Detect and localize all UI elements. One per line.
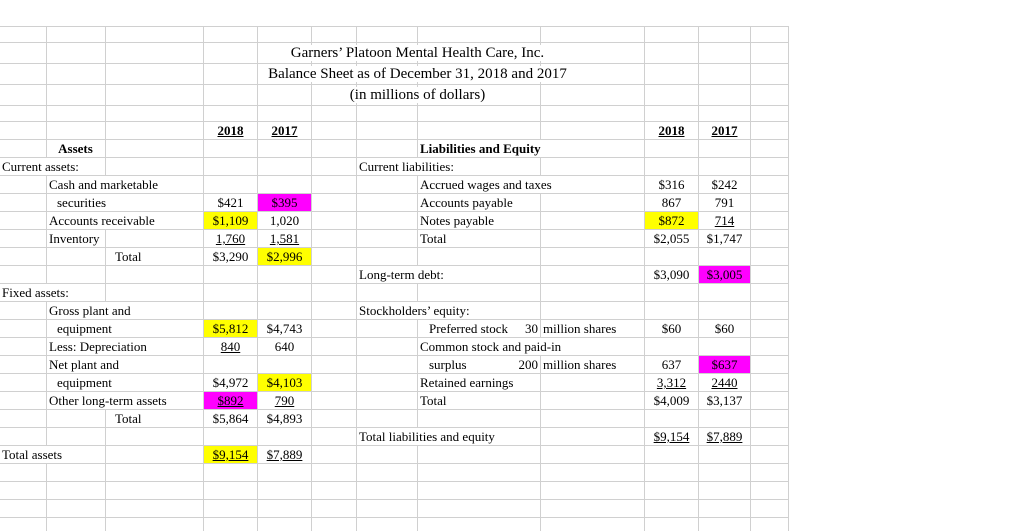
label-common-shares-unit: million shares <box>541 356 619 373</box>
label-equity-total: Total <box>418 392 449 409</box>
label-other-long-term-assets: Other long-term assets <box>47 392 169 409</box>
label-current-liabilities: Current liabilities: <box>357 158 456 175</box>
cell-inventory-2018[interactable]: 1,760 <box>215 231 246 246</box>
statement-title: Balance Sheet as of December 31, 2018 an… <box>46 64 789 84</box>
cell-net-plant-2017-highlighted[interactable]: $4,103 <box>258 374 311 391</box>
cell-preferred-2017[interactable]: $60 <box>714 321 735 336</box>
cell-long-term-debt-2018[interactable]: $3,090 <box>653 267 690 282</box>
label-inventory: Inventory <box>47 230 102 247</box>
col-header-2017-right[interactable]: 2017 <box>711 123 738 138</box>
col-header-2017-left[interactable]: 2017 <box>271 123 298 138</box>
label-fixed-assets-total: Total <box>113 410 144 427</box>
cell-retained-earnings-2018[interactable]: 3,312 <box>656 375 687 390</box>
cell-total-assets-2018-highlighted[interactable]: $9,154 <box>204 446 257 463</box>
cell-accrued-2017[interactable]: $242 <box>711 177 738 192</box>
cell-current-assets-total-2017-highlighted[interactable]: $2,996 <box>258 248 311 265</box>
cell-notes-payable-2017[interactable]: 714 <box>714 213 735 228</box>
cell-total-liabilities-equity-2018[interactable]: $9,154 <box>653 429 690 444</box>
cell-cash-2018[interactable]: $421 <box>217 195 244 210</box>
label-less-depreciation: Less: Depreciation <box>47 338 149 355</box>
label-common-stock-line1: Common stock and paid-in <box>418 338 564 355</box>
label-total-assets: Total assets <box>0 446 65 463</box>
label-cash-line2: securities <box>55 194 109 211</box>
cell-depreciation-2017[interactable]: 640 <box>274 339 295 354</box>
cell-gross-plant-2017[interactable]: $4,743 <box>266 321 303 336</box>
cell-fixed-assets-total-2018[interactable]: $5,864 <box>212 411 249 426</box>
cell-retained-earnings-2017[interactable]: 2440 <box>711 375 738 390</box>
cell-accounts-payable-2018[interactable]: 867 <box>661 195 682 210</box>
cell-notes-payable-2018-highlighted[interactable]: $872 <box>645 212 698 229</box>
label-net-plant-line1: Net plant and <box>47 356 122 373</box>
label-retained-earnings: Retained earnings <box>418 374 516 391</box>
label-notes-payable: Notes payable <box>418 212 497 229</box>
label-stockholders-equity: Stockholders’ equity: <box>357 302 472 319</box>
cell-long-term-debt-2017-highlighted[interactable]: $3,005 <box>699 266 750 283</box>
label-gross-plant-line1: Gross plant and <box>47 302 133 319</box>
cell-equity-total-2018[interactable]: $4,009 <box>653 393 690 408</box>
label-current-assets: Current assets: <box>0 158 81 175</box>
cell-accounts-receivable-2017[interactable]: 1,020 <box>269 213 300 228</box>
cell-equity-total-2017[interactable]: $3,137 <box>706 393 743 408</box>
cell-total-assets-2017[interactable]: $7,889 <box>266 447 303 462</box>
label-total-liabilities-equity: Total liabilities and equity <box>357 428 497 445</box>
label-accounts-payable: Accounts payable <box>418 194 515 211</box>
units-title-text: (in millions of dollars) <box>344 87 491 103</box>
label-common-stock-line2: surplus <box>427 356 469 373</box>
cell-common-2018[interactable]: 637 <box>661 357 682 372</box>
cell-preferred-2018[interactable]: $60 <box>661 321 682 336</box>
cell-current-liabilities-total-2018[interactable]: $2,055 <box>653 231 690 246</box>
cell-current-assets-total-2018[interactable]: $3,290 <box>212 249 249 264</box>
cell-accounts-receivable-2018-highlighted[interactable]: $1,109 <box>204 212 257 229</box>
cell-preferred-shares[interactable]: 30 <box>525 321 538 336</box>
statement-title-text: Balance Sheet as of December 31, 2018 an… <box>263 66 572 82</box>
col-header-2018-right[interactable]: 2018 <box>658 123 685 138</box>
cell-fixed-assets-total-2017[interactable]: $4,893 <box>266 411 303 426</box>
cell-common-2017-highlighted[interactable]: $637 <box>699 356 750 373</box>
col-header-2018-left[interactable]: 2018 <box>217 123 244 138</box>
units-title: (in millions of dollars) <box>46 85 789 105</box>
cell-common-shares[interactable]: 200 <box>518 357 539 372</box>
label-gross-plant-line2: equipment <box>55 320 114 337</box>
cell-current-liabilities-total-2017[interactable]: $1,747 <box>706 231 743 246</box>
company-title: Garners’ Platoon Mental Health Care, Inc… <box>46 43 789 63</box>
label-preferred-shares-unit: million shares <box>541 320 619 337</box>
cell-inventory-2017[interactable]: 1,581 <box>269 231 300 246</box>
label-accrued-wages: Accrued wages and taxes <box>418 176 554 193</box>
assets-header: Assets <box>58 141 93 156</box>
label-fixed-assets: Fixed assets: <box>0 284 71 301</box>
label-preferred-stock: Preferred stock <box>427 320 511 337</box>
label-accounts-receivable: Accounts receivable <box>47 212 157 229</box>
cell-accrued-2018[interactable]: $316 <box>658 177 685 192</box>
cell-gross-plant-2018-highlighted[interactable]: $5,812 <box>204 320 257 337</box>
label-current-liabilities-total: Total <box>418 230 449 247</box>
liabilities-header: Liabilities and Equity <box>418 140 543 157</box>
company-title-text: Garners’ Platoon Mental Health Care, Inc… <box>285 45 550 61</box>
label-net-plant-line2: equipment <box>55 374 114 391</box>
cell-other-assets-2017[interactable]: 790 <box>274 393 295 408</box>
cell-accounts-payable-2017[interactable]: 791 <box>714 195 735 210</box>
balance-sheet-grid: Garners’ Platoon Mental Health Care, Inc… <box>0 26 789 531</box>
label-cash-line1: Cash and marketable <box>47 176 161 193</box>
cell-other-assets-2018-highlighted[interactable]: $892 <box>204 392 257 409</box>
label-long-term-debt: Long-term debt: <box>357 266 446 283</box>
cell-net-plant-2018[interactable]: $4,972 <box>212 375 249 390</box>
cell-depreciation-2018[interactable]: 840 <box>220 339 241 354</box>
label-current-assets-total: Total <box>113 248 144 265</box>
cell-total-liabilities-equity-2017[interactable]: $7,889 <box>706 429 743 444</box>
cell-cash-2017-highlighted[interactable]: $395 <box>258 194 311 211</box>
